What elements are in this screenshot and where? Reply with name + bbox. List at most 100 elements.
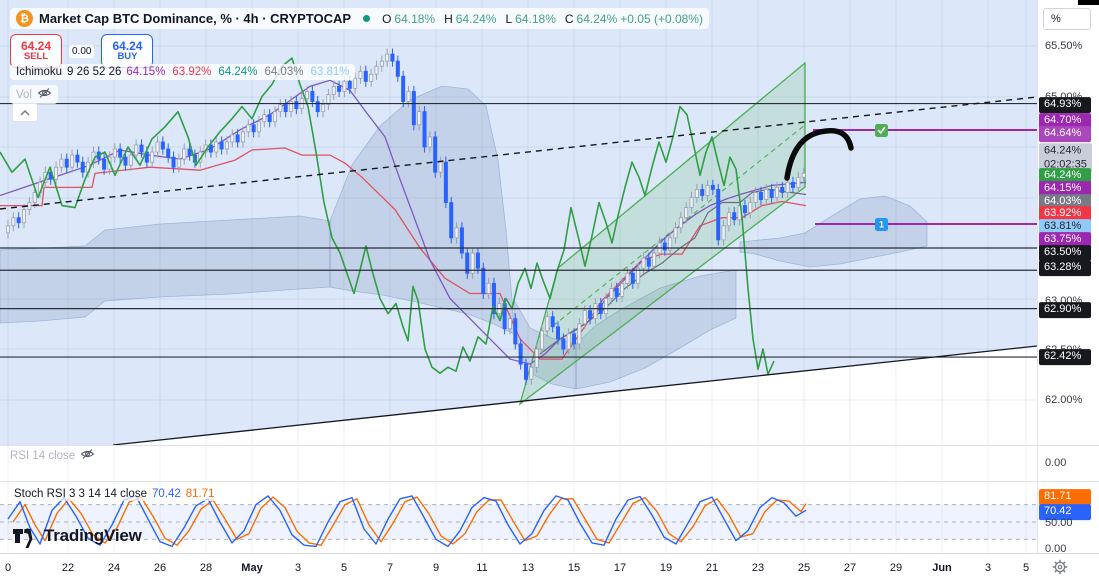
candle-body (283, 104, 288, 113)
candle-body (609, 287, 614, 299)
candle-body (614, 287, 619, 297)
candle-body (224, 141, 229, 150)
ohlc-values: O 64.18% H 64.24% L 64.18% C 64.24% +0.05 (+… (382, 11, 703, 26)
candle-body (427, 136, 432, 148)
candle-body (310, 91, 315, 102)
background-channel-fill (0, 0, 1037, 445)
candle-body (272, 111, 277, 123)
candle-body (390, 53, 395, 62)
candle-body (235, 134, 240, 143)
collapse-pane-button[interactable] (12, 103, 38, 122)
candle-body (449, 202, 454, 239)
symbol-legend: ₿ Market Cap BTC Dominance, % · 4h · CRY… (10, 8, 709, 29)
axis-label-62.42: 62.42% (1039, 349, 1091, 365)
axis-label-64.03: 64.03% (1039, 194, 1091, 210)
candle-body (507, 318, 512, 330)
close-value: 64.24% (576, 11, 618, 26)
chart-canvas[interactable]: 1 (0, 0, 1037, 553)
change-value: +0.05 (+0.08%) (620, 11, 703, 26)
candle-body (134, 144, 139, 156)
candle-body (790, 181, 795, 188)
candle-body (214, 141, 219, 153)
candle-body (155, 141, 160, 153)
candle-body (289, 101, 294, 113)
candle-body (540, 330, 545, 350)
candle-body (267, 114, 272, 123)
time-label-3: 3 (984, 562, 992, 574)
eye-off-icon[interactable] (80, 448, 95, 463)
candle-body (572, 333, 577, 345)
candle-body (529, 366, 534, 380)
candle-body (32, 192, 37, 203)
candle-body (256, 121, 261, 133)
candle-body (321, 104, 326, 113)
time-label-22: 22 (61, 562, 75, 574)
time-label-27: 27 (843, 562, 857, 574)
candle-body (443, 161, 448, 203)
ichimoku-value-2: 64.24% (218, 66, 258, 78)
candle-body (545, 316, 550, 332)
candle-body (315, 101, 320, 113)
candle-body (491, 282, 496, 315)
candle-body (337, 86, 342, 92)
tradingview-watermark[interactable]: TradingView (12, 524, 142, 548)
badge-number: 1 (879, 220, 884, 230)
candle-body (347, 80, 352, 89)
pane-separator-rsi[interactable] (0, 445, 1099, 446)
time-label-26: 26 (153, 562, 167, 574)
time-label-19: 19 (659, 562, 673, 574)
stoch-rsi-legend[interactable]: Stoch RSI 3 3 14 14 close 70.42 81.71 (10, 487, 219, 501)
market-open-dot[interactable] (363, 15, 371, 22)
axis-label-64.93: 64.93% (1039, 97, 1091, 113)
candle-body (550, 316, 555, 328)
ichimoku-legend[interactable]: Ichimoku 9 26 52 26 64.15% 63.92% 64.24% 64… (10, 64, 356, 80)
candle-body (411, 91, 416, 126)
time-axis[interactable]: 0 22 24 26 28 May 3 5 7 9 11 13 15 17 19 21 23 25 27 29 Jun 3… (0, 553, 1099, 585)
time-label-3: 3 (294, 562, 302, 574)
candle-body (363, 70, 368, 82)
candle-body (262, 114, 267, 123)
time-label-9: 9 (432, 562, 440, 574)
candle-body (556, 326, 561, 340)
axis-unit-button[interactable]: % (1043, 8, 1091, 30)
axis-label-63.81: 63.81% (1039, 219, 1091, 235)
candle-body (6, 225, 11, 234)
rsi-legend[interactable]: RSI 14 close (10, 448, 95, 463)
candle-body (379, 60, 384, 67)
stoch-rsi-label: Stoch RSI 3 3 14 14 close (14, 488, 147, 500)
candle-body (523, 363, 528, 380)
candle-body (305, 91, 310, 99)
candle-body (176, 158, 181, 168)
candle-body (395, 60, 400, 77)
pane-separator-stoch[interactable] (0, 481, 1099, 482)
candle-body (230, 134, 235, 143)
candle-body (251, 124, 256, 133)
candle-body (561, 338, 566, 350)
axis-label-0.00: 0.00 (1045, 543, 1067, 555)
candle-body (353, 77, 358, 89)
candle-body (646, 257, 651, 267)
dashed-trendline (0, 96, 1037, 210)
eye-off-icon[interactable] (37, 87, 52, 102)
candle-body (486, 282, 491, 294)
candle-body (16, 217, 21, 224)
ichimoku-value-1: 63.92% (172, 66, 212, 78)
volume-legend[interactable]: Vol (10, 85, 58, 104)
buy-button[interactable]: 64.24 BUY (101, 34, 154, 68)
top-right-ui-fragment (1078, 0, 1099, 5)
symbol-title[interactable]: Market Cap BTC Dominance, % · 4h · CRYPT… (39, 11, 352, 26)
price-axis[interactable]: % 65.50%65.00%64.93%64.70%64.64%64.24% 0… (1037, 0, 1099, 585)
candle-body (662, 242, 667, 251)
gear-icon[interactable] (1052, 559, 1068, 580)
candle-body (278, 104, 283, 113)
volume-label: Vol (16, 88, 32, 101)
sell-button[interactable]: 64.24 SELL (10, 34, 62, 68)
candle-body (182, 148, 187, 160)
candle-body (694, 189, 699, 198)
candle-body (593, 303, 598, 320)
candle-body (588, 310, 593, 320)
candle-body (710, 184, 715, 190)
stoch-d-value: 81.71 (185, 488, 215, 500)
candle-body (128, 154, 133, 166)
ichimoku-value-4: 63.81% (310, 66, 350, 78)
